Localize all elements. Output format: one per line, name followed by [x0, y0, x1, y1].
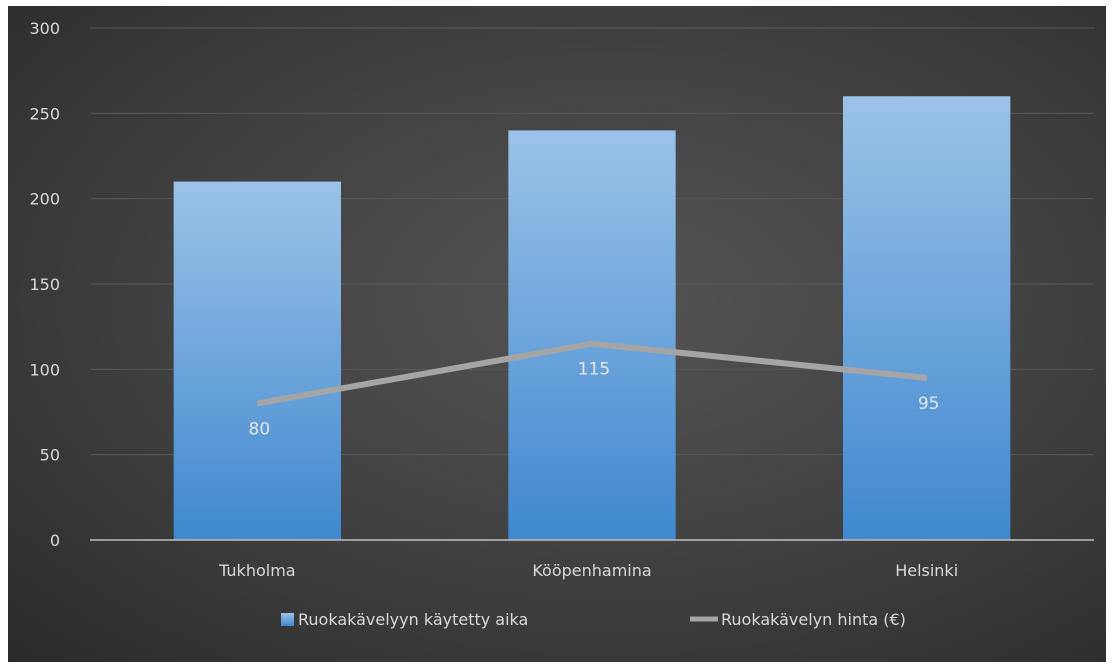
x-tick-label: Helsinki — [895, 561, 958, 580]
bar-series — [173, 96, 1011, 541]
y-tick-label: 250 — [29, 104, 60, 123]
y-axis-ticks: 0 50 100 150 200 250 300 — [29, 19, 60, 550]
legend-item-bar: Ruokakävelyyn käytetty aika — [281, 610, 528, 629]
data-label: 80 — [249, 419, 271, 439]
bar — [173, 181, 341, 540]
bar — [843, 96, 1011, 541]
legend-label-bar: Ruokakävelyyn käytetty aika — [298, 610, 528, 629]
bar — [508, 130, 676, 540]
y-tick-label: 200 — [29, 190, 60, 209]
x-tick-label: Tukholma — [218, 561, 296, 580]
legend-item-line: Ruokakävelyn hinta (€) — [690, 610, 906, 629]
line-series — [256, 340, 927, 407]
y-tick-label: 150 — [29, 275, 60, 294]
x-axis-ticks: Tukholma Kööpenhamina Helsinki — [218, 561, 958, 580]
chart-area: 0 50 100 150 200 250 300 80 115 95 Tukholma Kööpe… — [8, 6, 1106, 662]
legend-swatch-bar — [281, 613, 294, 626]
data-labels: 80 115 95 — [249, 360, 940, 440]
y-tick-label: 300 — [29, 19, 60, 38]
data-label: 115 — [578, 360, 610, 380]
y-tick-label: 100 — [29, 360, 60, 379]
legend: Ruokakävelyyn käytetty aika Ruokakävelyn… — [281, 610, 906, 629]
y-tick-label: 0 — [50, 531, 60, 550]
combo-chart: 0 50 100 150 200 250 300 80 115 95 Tukholma Kööpe… — [29, 19, 1094, 629]
legend-label-line: Ruokakävelyn hinta (€) — [721, 610, 906, 629]
y-tick-label: 50 — [40, 446, 60, 465]
series-line — [256, 340, 927, 407]
x-tick-label: Kööpenhamina — [532, 561, 651, 580]
data-label: 95 — [918, 394, 940, 414]
